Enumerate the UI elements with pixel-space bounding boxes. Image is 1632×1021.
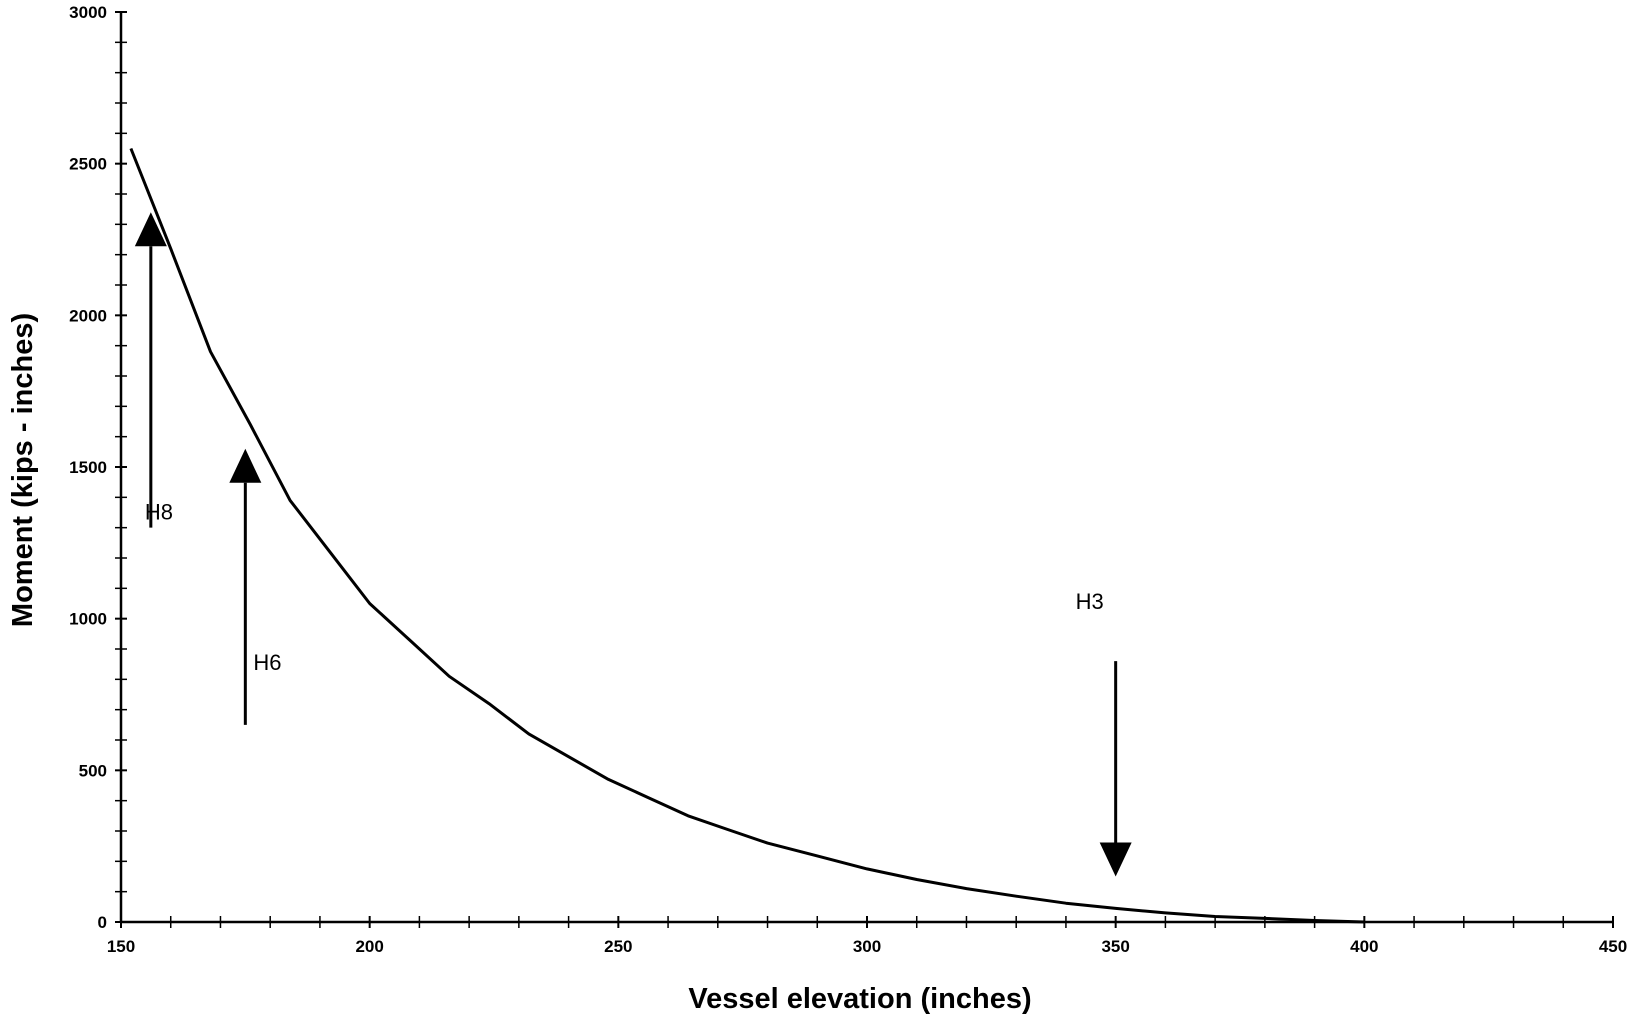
- x-tick-label: 450: [1599, 937, 1627, 956]
- arrow-h6-label: H6: [253, 650, 281, 675]
- plot-area: [129, 147, 1365, 924]
- x-axis-title: Vessel elevation (inches): [688, 983, 1031, 1015]
- x-tick-label: 350: [1101, 937, 1129, 956]
- axes: [119, 12, 1613, 924]
- y-ticks: 0 500 1000 1500 2000 2500 3000: [69, 3, 127, 932]
- x-tick-label: 150: [107, 937, 135, 956]
- y-tick-label: 1000: [69, 610, 107, 629]
- y-axis-title: Moment (kips - inches): [7, 313, 39, 627]
- x-tick-label: 250: [604, 937, 632, 956]
- y-tick-label: 3000: [69, 3, 107, 22]
- y-tick-label: 2000: [69, 306, 107, 325]
- x-tick-label: 400: [1350, 937, 1378, 956]
- x-tick-label: 300: [853, 937, 881, 956]
- arrow-h8-head: [134, 212, 167, 247]
- arrow-h3-head: [1099, 842, 1132, 877]
- x-ticks: 150 200 250 300 350 400 450: [107, 916, 1627, 956]
- y-tick-label: 0: [98, 913, 107, 932]
- moment-curve: [129, 147, 1365, 924]
- y-tick-label: 1500: [69, 458, 107, 477]
- arrow-h8-label: H8: [145, 500, 173, 525]
- y-tick-label: 500: [79, 761, 107, 780]
- y-tick-label: 2500: [69, 155, 107, 174]
- annotations: H8 H6 H3: [134, 212, 1132, 877]
- arrow-h3-label: H3: [1076, 589, 1104, 614]
- x-tick-label: 200: [355, 937, 383, 956]
- arrow-h6-head: [229, 448, 262, 483]
